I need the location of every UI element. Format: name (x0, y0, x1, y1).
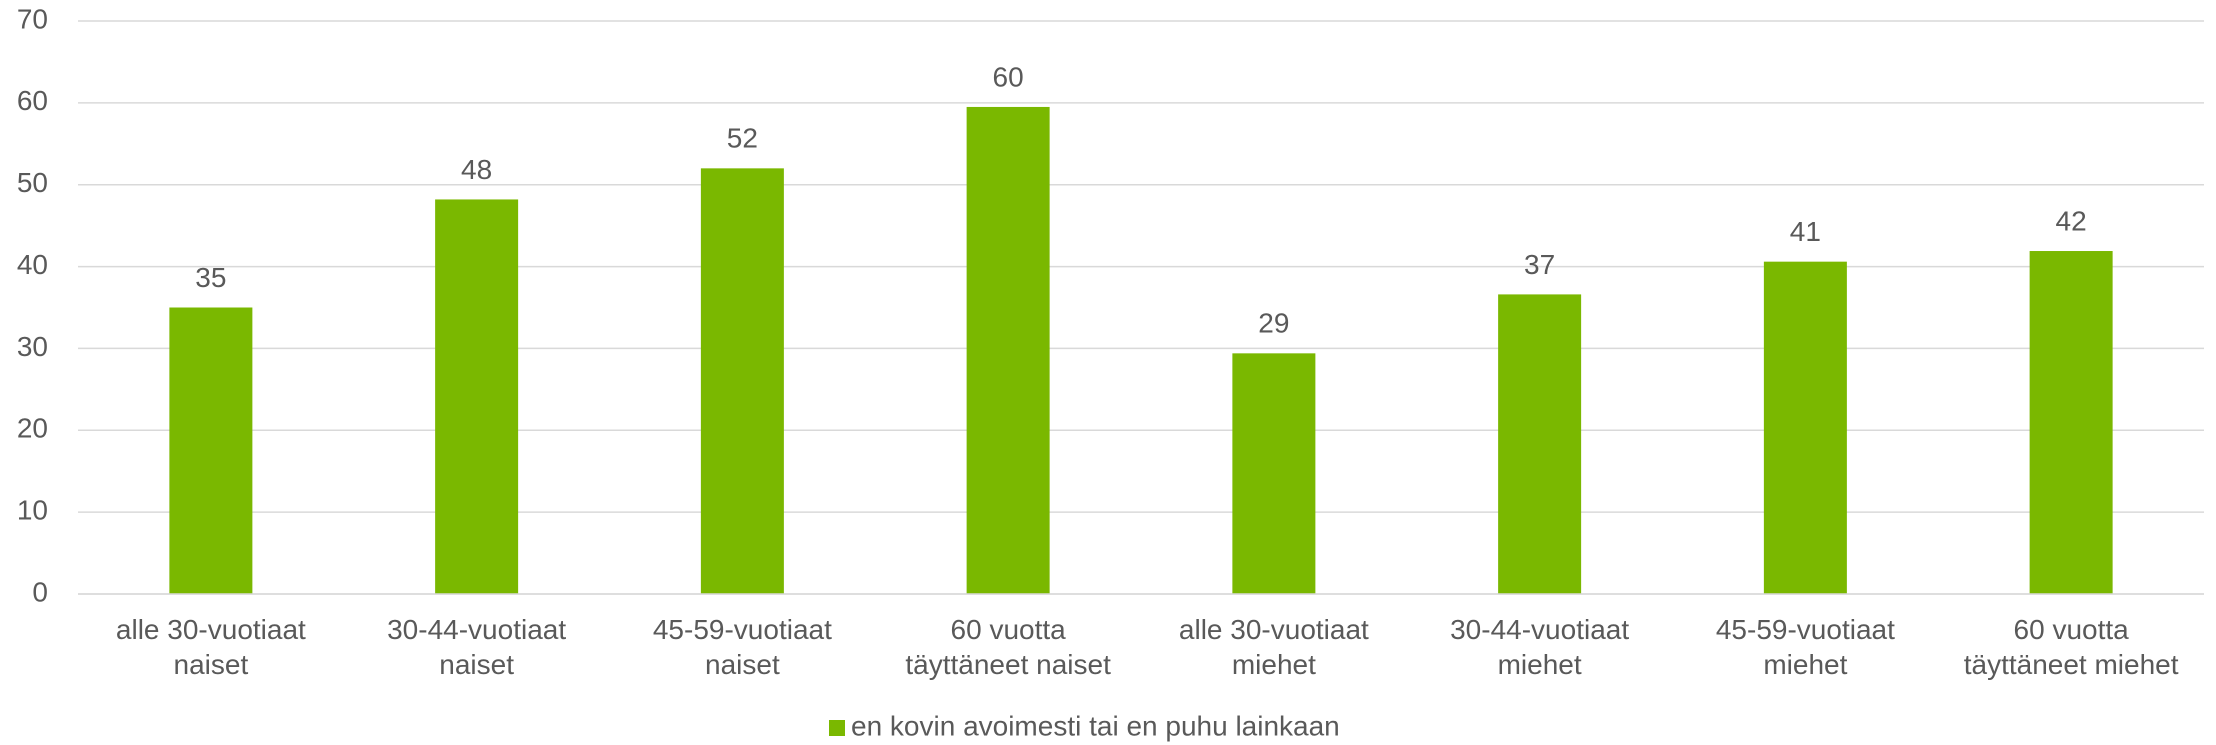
legend-label: en kovin avoimesti tai en puhu lainkaan (851, 710, 1340, 741)
x-tick-label: alle 30-vuotiaat miehet (1178, 614, 1369, 680)
y-tick-label: 20 (17, 413, 48, 444)
x-tick-label: alle 30-vuotiaat naiset (115, 614, 306, 680)
y-tick-label: 50 (17, 167, 48, 198)
bar (700, 168, 784, 595)
bar (1232, 353, 1316, 594)
y-tick-label: 60 (17, 85, 48, 116)
data-label: 48 (461, 154, 492, 185)
x-tick-label: 30-44-vuotiaat naiset (387, 614, 567, 680)
data-label: 37 (1524, 249, 1555, 280)
legend-marker (829, 720, 845, 736)
data-label: 35 (195, 262, 226, 293)
data-label: 42 (2056, 205, 2087, 236)
y-tick-label: 0 (32, 576, 48, 607)
data-label: 29 (1258, 308, 1289, 339)
y-tick-label: 70 (17, 3, 48, 34)
data-label: 52 (727, 123, 758, 154)
y-tick-label: 40 (17, 249, 48, 280)
x-tick-label: 45-59-vuotiaat naiset (652, 614, 832, 680)
x-tick-label: 30-44-vuotiaat miehet (1450, 614, 1630, 680)
bar (1498, 294, 1582, 594)
x-tick-label: 60 vuotta täyttäneet naiset (905, 614, 1111, 680)
y-tick-label: 30 (17, 331, 48, 362)
data-label: 41 (1790, 216, 1821, 247)
x-tick-label: 60 vuotta täyttäneet miehet (1963, 614, 2179, 680)
bar (2029, 251, 2113, 595)
data-label: 60 (993, 61, 1024, 92)
bar (435, 199, 519, 594)
y-tick-label: 10 (17, 495, 48, 526)
bar (1763, 261, 1847, 594)
bar (966, 106, 1050, 594)
bar (169, 307, 253, 594)
x-tick-label: 45-59-vuotiaat miehet (1715, 614, 1895, 680)
